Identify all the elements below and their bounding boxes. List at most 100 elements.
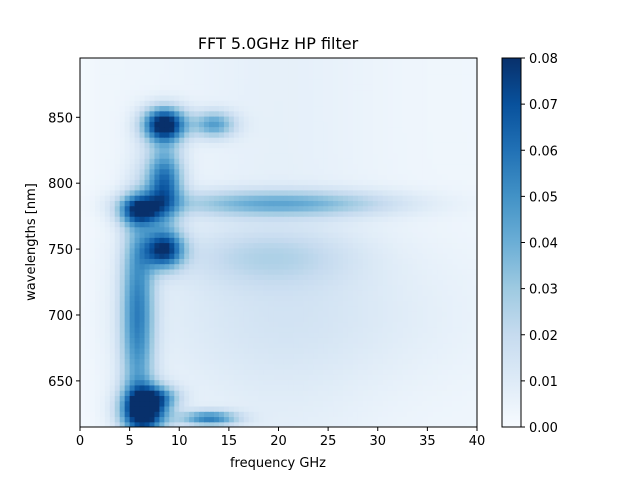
heatmap-cell (318, 284, 324, 291)
heatmap-cell (372, 121, 379, 128)
heatmap-cell (313, 142, 319, 149)
heatmap-cell (273, 358, 280, 365)
heatmap-cell (174, 131, 180, 138)
heatmap-cell (258, 221, 265, 228)
heatmap-cell (268, 337, 275, 344)
heatmap-cell (412, 347, 419, 354)
heatmap-cell (84, 247, 91, 254)
heatmap-cell (442, 416, 448, 423)
heatmap-cell (199, 168, 205, 175)
heatmap-cell (293, 374, 299, 381)
heatmap-cell (104, 253, 111, 259)
heatmap-cell (422, 384, 428, 391)
heatmap-cell (303, 110, 309, 117)
heatmap-cell (89, 173, 96, 180)
heatmap-cell (164, 337, 170, 344)
heatmap-cell (134, 237, 141, 244)
heatmap-cell (258, 316, 265, 323)
heatmap-cell (357, 263, 364, 270)
heatmap-cell (209, 184, 215, 191)
heatmap-cell (298, 379, 304, 386)
heatmap-cell (164, 184, 170, 191)
heatmap-cell (333, 311, 339, 317)
heatmap-cell (407, 347, 414, 354)
heatmap-cell (209, 115, 215, 122)
heatmap-cell (80, 279, 86, 286)
heatmap-cell (80, 189, 86, 196)
heatmap-cell (333, 221, 339, 228)
heatmap-cell (303, 105, 309, 112)
heatmap-cell (199, 353, 205, 360)
heatmap-cell (213, 226, 220, 233)
heatmap-cell (189, 253, 195, 259)
heatmap-cell (402, 416, 409, 423)
heatmap-cell (452, 131, 458, 138)
heatmap-cell (268, 411, 275, 418)
heatmap-cell (392, 268, 399, 275)
heatmap-cell (209, 316, 215, 323)
heatmap-cell (164, 305, 170, 312)
heatmap-cell (412, 131, 419, 138)
heatmap-cell (273, 337, 280, 344)
heatmap-cell (124, 326, 131, 333)
heatmap-cell (223, 210, 230, 217)
heatmap-cell (104, 268, 111, 275)
heatmap-cell (432, 289, 438, 296)
heatmap-cell (149, 384, 156, 391)
heatmap-cell (139, 258, 146, 265)
heatmap-cell (338, 311, 344, 317)
heatmap-cell (472, 363, 477, 370)
heatmap-cell (268, 115, 275, 122)
heatmap-cell (347, 311, 354, 317)
heatmap-cell (357, 200, 364, 207)
heatmap-cell (313, 379, 319, 386)
heatmap-cell (109, 405, 116, 412)
heatmap-cell (293, 189, 299, 196)
heatmap-cell (189, 421, 195, 427)
heatmap-cell (457, 342, 463, 349)
heatmap-cell (204, 237, 210, 244)
heatmap-cell (323, 226, 329, 233)
heatmap-cell (402, 395, 409, 402)
heatmap-cell (119, 200, 126, 207)
heatmap-cell (362, 247, 369, 254)
heatmap-cell (149, 279, 156, 286)
heatmap-cell (318, 237, 324, 244)
heatmap-cell (129, 321, 136, 328)
heatmap-cell (402, 237, 409, 244)
heatmap-cell (402, 189, 409, 196)
heatmap-cell (80, 237, 86, 244)
heatmap-cell (94, 311, 101, 317)
heatmap-cell (209, 152, 215, 159)
heatmap-cell (213, 173, 220, 180)
heatmap-cell (412, 300, 419, 307)
heatmap-cell (243, 342, 250, 349)
heatmap-cell (288, 247, 294, 254)
heatmap-cell (382, 284, 389, 291)
heatmap-cell (462, 100, 468, 107)
heatmap-cell (199, 274, 205, 280)
heatmap-cell (104, 284, 111, 291)
heatmap-cell (472, 152, 477, 159)
heatmap-cell (89, 390, 96, 396)
heatmap-cell (209, 358, 215, 365)
heatmap-cell (263, 400, 270, 407)
heatmap-cell (333, 326, 339, 333)
heatmap-cell (144, 363, 151, 370)
heatmap-cell (154, 263, 160, 270)
heatmap-cell (258, 384, 265, 391)
heatmap-cell (298, 337, 304, 344)
heatmap-cell (323, 163, 329, 170)
heatmap-cell (84, 121, 91, 128)
heatmap-cell (308, 205, 314, 212)
heatmap-cell (432, 358, 438, 365)
heatmap-cell (362, 173, 369, 180)
heatmap-cell (139, 131, 146, 138)
heatmap-cell (218, 253, 225, 259)
heatmap-cell (213, 168, 220, 175)
heatmap-cell (154, 326, 160, 333)
heatmap-cell (313, 274, 319, 280)
heatmap-cell (80, 158, 86, 165)
heatmap-cell (149, 295, 156, 302)
